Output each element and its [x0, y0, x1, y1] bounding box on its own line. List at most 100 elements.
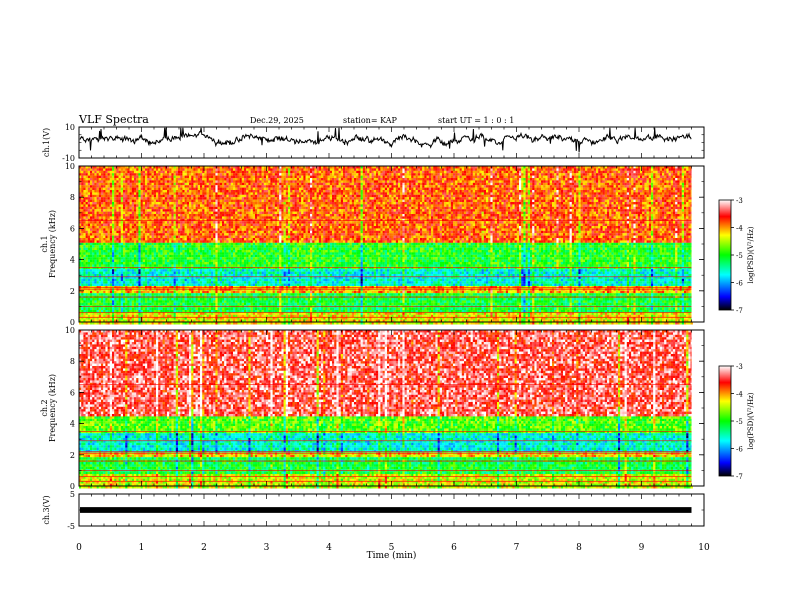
ch1-spectrogram-cell	[79, 194, 82, 198]
ch1-spectrogram-cell	[464, 182, 467, 186]
ch1-spectrogram-cell	[349, 192, 352, 195]
ch1-spectrogram-cell	[426, 185, 429, 188]
ch1-spectrogram-cell	[668, 185, 671, 188]
ch1-spectrogram-cell	[611, 170, 614, 174]
ch1-spectrogram-cell	[213, 194, 216, 198]
ch1-spectrogram-cell	[310, 187, 313, 191]
ch1-spectrogram-cell	[219, 178, 223, 181]
ch1-spectrogram-cell	[543, 175, 546, 179]
ch1-spectrogram-cell	[186, 192, 190, 195]
ch1-spectrogram-cell	[105, 187, 108, 191]
ch1-spectrogram-cell	[81, 168, 84, 171]
ch1-spectrogram-cell	[211, 170, 214, 174]
ch1-spectrogram-cell	[477, 166, 480, 169]
ch1-spectrogram-cell	[268, 187, 271, 191]
ch1-spectrogram-cell	[272, 180, 275, 183]
ch1-spectrogram-cell	[307, 170, 311, 174]
ch1-spectrogram-cell	[145, 170, 148, 174]
ch1-spectrogram-cell	[257, 190, 260, 193]
ch1-spectrogram-cell	[169, 199, 172, 203]
ch1-spectrogram-cell	[554, 199, 557, 203]
ch1-spectrogram-cell	[257, 180, 260, 183]
ch1-spectrogram-cell	[325, 187, 328, 191]
ch1-spectrogram-cell	[558, 170, 561, 174]
ch1-spectrogram-cell	[228, 180, 231, 183]
ch1-spectrogram-cell	[147, 178, 150, 181]
ch1-spectrogram-cell	[629, 182, 632, 186]
ch1-spectrogram-cell	[380, 185, 383, 188]
ch1-spectrogram-cell	[241, 168, 245, 171]
ch1-spectrogram-cell	[686, 182, 689, 186]
ch1-spectrogram-cell	[461, 173, 465, 176]
ch1-spectrogram-cell	[189, 187, 192, 191]
ch1-spectrogram-cell	[142, 192, 146, 195]
ch1-spectrogram-cell	[492, 187, 495, 191]
ch1-spectrogram-cell	[413, 187, 416, 191]
ch1-spectrogram-cell	[134, 166, 137, 169]
ch1-spectrogram-cell	[312, 166, 315, 169]
ch1-spectrogram-cell	[648, 170, 652, 174]
ch1-spectrogram-cell	[618, 192, 621, 195]
ch1-spectrogram-cell	[497, 185, 500, 188]
ch1-spectrogram-cell	[681, 197, 685, 200]
ch1-spectrogram-cell	[547, 185, 550, 188]
ch1-spectrogram-cell	[248, 178, 251, 181]
ch1-spectrogram-cell	[373, 180, 377, 183]
ch1-spectrogram-cell	[442, 178, 445, 181]
ch1-spectrogram-cell	[79, 192, 82, 195]
ch1-spectrogram-cell	[380, 194, 383, 198]
ch1-spectrogram-cell	[547, 178, 550, 181]
ch1-spectrogram-cell	[622, 168, 625, 171]
ch1-spectrogram-cell	[393, 199, 396, 203]
ch1-spectrogram-cell	[349, 190, 352, 193]
ch1-spectrogram-cell	[263, 185, 267, 188]
ch1-spectrogram-cell	[677, 168, 680, 171]
ch1-spectrogram-cell	[662, 194, 665, 198]
ch1-spectrogram-cell	[666, 187, 669, 191]
ch1-spectrogram-cell	[233, 175, 236, 179]
ch1-spectrogram-cell	[164, 204, 168, 207]
ch1-spectrogram-cell	[290, 180, 293, 183]
ch1-spectrogram-cell	[233, 199, 236, 203]
ch1-spectrogram-cell	[466, 187, 469, 191]
ch1-spectrogram-cell	[153, 202, 157, 205]
ch1-spectrogram-cell	[578, 199, 581, 203]
ch1-spectrogram-cell	[402, 182, 405, 186]
ch1-spectrogram-cell	[512, 182, 515, 186]
ch1-spectrogram-cell	[316, 192, 319, 195]
ch1-spectrogram-cell	[389, 180, 392, 183]
ch1-spectrogram-cell	[332, 199, 335, 203]
ch1-spectrogram-cell	[657, 178, 660, 181]
ch1-spectrogram-cell	[664, 199, 667, 203]
ch1-spectrogram-cell	[323, 182, 326, 186]
ch1-spectrogram-cell	[547, 190, 550, 193]
ch1-spectrogram-cell	[92, 202, 95, 205]
ch1-spectrogram-cell	[169, 168, 172, 171]
ch1-spectrogram-cell	[349, 194, 352, 198]
ch1-spectrogram-cell	[246, 178, 249, 181]
ch1-spectrogram-cell	[272, 182, 275, 186]
ch1-spectrogram-cell	[501, 202, 504, 205]
ch1-spectrogram-cell	[686, 192, 689, 195]
ch1-spectrogram-cell	[134, 199, 137, 203]
ch1-spectrogram-cell	[281, 206, 284, 210]
ch1-spectrogram-cell	[360, 180, 363, 183]
ch1-spectrogram-cell	[411, 175, 414, 179]
ch1-spectrogram-cell	[151, 180, 154, 183]
ch1-spectrogram-cell	[488, 192, 491, 195]
ch1-spectrogram-cell	[310, 194, 313, 198]
ch1-spectrogram-cell	[191, 202, 194, 205]
ch1-spectrogram-cell	[411, 182, 414, 186]
ch1-spectrogram-cell	[131, 194, 135, 198]
ch1-spectrogram-cell	[587, 166, 590, 169]
ch1-spectrogram-cell	[255, 202, 258, 205]
ch1-spectrogram-cell	[263, 178, 267, 181]
ch1-spectrogram-cell	[688, 204, 691, 207]
ch1-spectrogram-cell	[318, 173, 322, 176]
ch1-spectrogram-cell	[116, 199, 119, 203]
ch1-spectrogram-cell	[316, 166, 319, 169]
ch1-spectrogram-cell	[574, 197, 577, 200]
ch1-spectrogram-cell	[554, 197, 557, 200]
ch1-spectrogram-cell	[250, 178, 253, 181]
ch1-spectrogram-cell	[367, 202, 370, 205]
